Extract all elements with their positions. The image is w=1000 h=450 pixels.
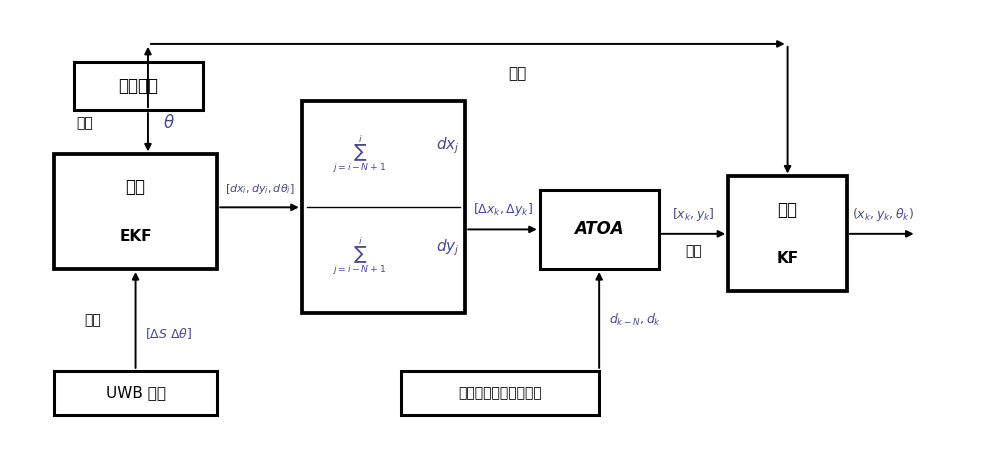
Text: $[\Delta x_k,\Delta y_k]$: $[\Delta x_k,\Delta y_k]$ xyxy=(473,202,532,218)
Text: 电子罗盘: 电子罗盘 xyxy=(118,77,158,95)
Text: 顶层: 顶层 xyxy=(778,201,798,219)
Bar xyxy=(728,176,847,291)
Bar xyxy=(540,189,659,269)
Text: $[\Delta S\ \Delta\theta]$: $[\Delta S\ \Delta\theta]$ xyxy=(145,326,193,341)
Text: 稀疏超声波传感器网络: 稀疏超声波传感器网络 xyxy=(458,386,542,400)
Text: $dy_j$: $dy_j$ xyxy=(436,237,460,257)
Text: $[dx_i,dy_i,d\theta_i]$: $[dx_i,dy_i,d\theta_i]$ xyxy=(225,182,294,196)
Text: 底层: 底层 xyxy=(126,179,146,197)
Bar xyxy=(54,154,217,269)
Text: 状态: 状态 xyxy=(84,313,101,327)
Bar xyxy=(74,62,203,110)
Text: ATOA: ATOA xyxy=(574,220,624,238)
Text: 观测: 观测 xyxy=(685,244,702,258)
Bar xyxy=(54,371,217,415)
Text: 观测: 观测 xyxy=(77,117,93,130)
Text: EKF: EKF xyxy=(119,229,152,243)
Text: UWB 基站: UWB 基站 xyxy=(106,385,166,400)
Text: $\sum_{j=i-N+1}^{i}$: $\sum_{j=i-N+1}^{i}$ xyxy=(332,235,386,277)
Bar xyxy=(302,101,465,313)
Text: $d_{k-N},d_k$: $d_{k-N},d_k$ xyxy=(609,312,661,328)
Text: KF: KF xyxy=(777,251,799,266)
Text: $(x_k,y_k,\theta_k)$: $(x_k,y_k,\theta_k)$ xyxy=(852,206,914,223)
Text: $[x_k,y_k]$: $[x_k,y_k]$ xyxy=(672,206,715,223)
Text: 状态: 状态 xyxy=(508,66,526,81)
Text: $\sum_{j=i-N+1}^{i}$: $\sum_{j=i-N+1}^{i}$ xyxy=(332,133,386,175)
Text: $\theta$: $\theta$ xyxy=(163,114,175,132)
Bar xyxy=(401,371,599,415)
Text: $dx_j$: $dx_j$ xyxy=(436,135,460,156)
